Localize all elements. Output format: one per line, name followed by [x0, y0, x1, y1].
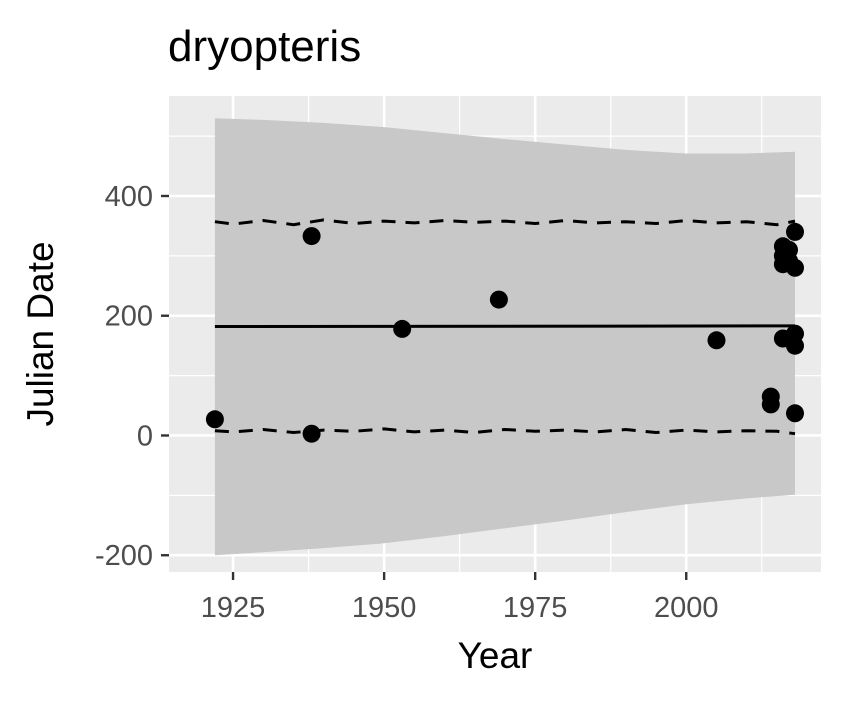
- y-axis-title: Julian Date: [20, 241, 61, 426]
- data-point: [302, 424, 321, 443]
- data-point: [302, 227, 321, 246]
- data-point: [786, 222, 804, 241]
- y-tick-label: 0: [137, 420, 153, 452]
- x-tick-label: 1950: [352, 592, 417, 624]
- x-tick-label: 1975: [503, 592, 568, 624]
- data-point: [393, 319, 412, 338]
- y-tick-label: 400: [105, 181, 153, 213]
- y-tick-label: -200: [95, 540, 153, 572]
- fit-lines: [214, 218, 796, 436]
- data-points: [205, 222, 804, 443]
- fit-line: [214, 324, 796, 328]
- confidence-ribbon: [214, 118, 795, 556]
- data-point: [205, 410, 224, 429]
- x-tick-label: 2000: [654, 592, 719, 624]
- x-axis-title: Year: [458, 635, 533, 676]
- x-tick-label: 1925: [201, 592, 266, 624]
- data-point: [707, 331, 726, 350]
- lower-bound-line: [214, 427, 796, 436]
- axes: 1925 1950 1975 2000 -200 0 200 400: [95, 181, 719, 624]
- data-point: [761, 395, 780, 414]
- data-point: [786, 336, 804, 355]
- data-point: [786, 258, 804, 277]
- data-point: [489, 290, 508, 309]
- data-point: [786, 404, 804, 423]
- upper-bound-line: [214, 218, 796, 227]
- y-tick-label: 200: [105, 301, 153, 333]
- confidence-ribbon-group: [214, 118, 795, 556]
- chart-title: dryopteris: [168, 22, 361, 71]
